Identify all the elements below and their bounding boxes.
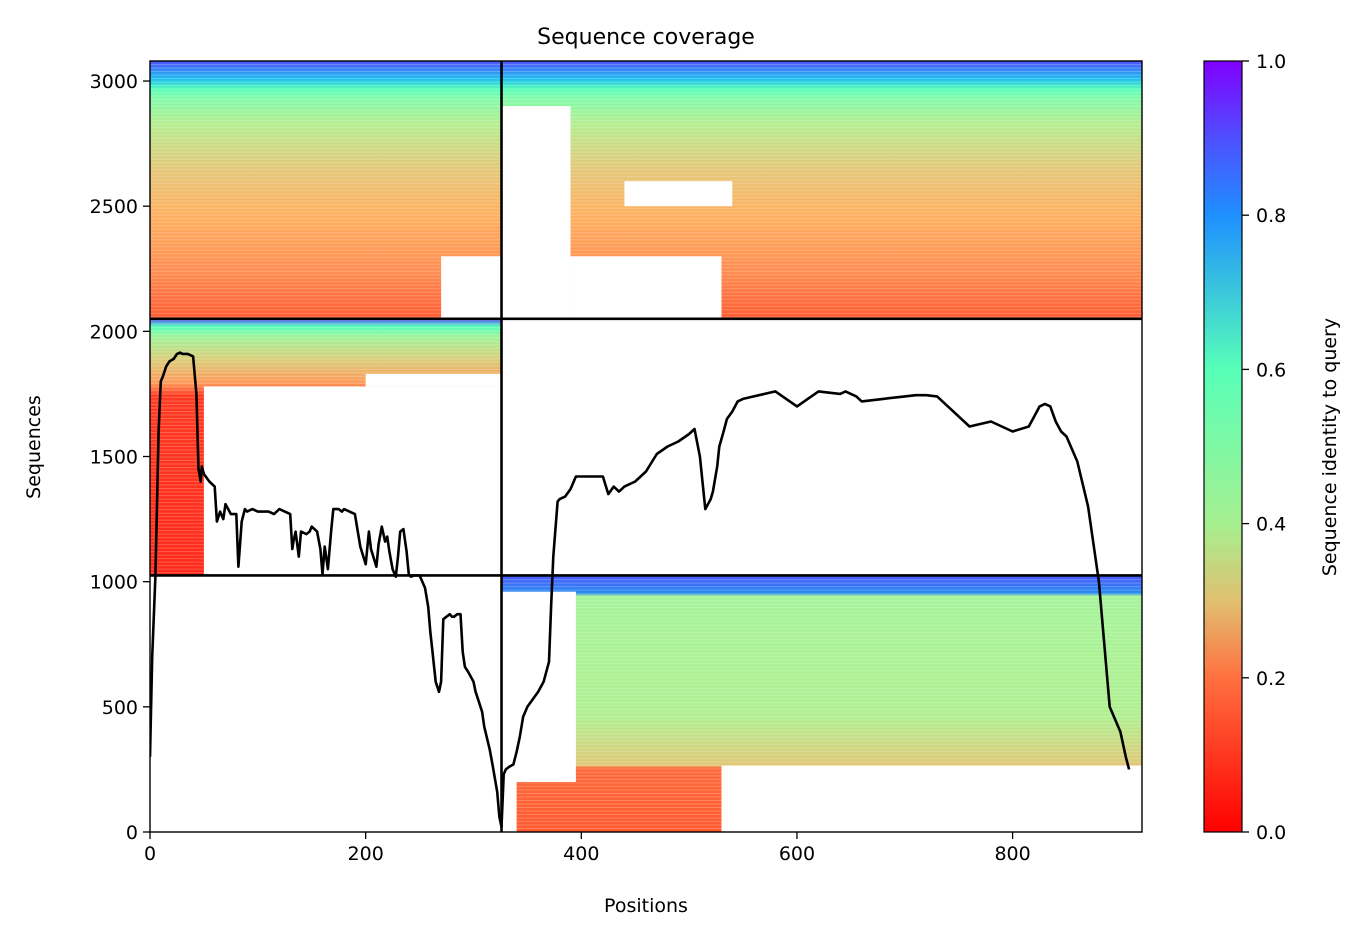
- colorbar-tick-label: 0.6: [1256, 359, 1286, 381]
- coverage-gap: [570, 256, 722, 319]
- coverage-gap: [501, 591, 576, 782]
- colorbar: [1203, 60, 1243, 833]
- x-tick-label: 200: [348, 843, 384, 865]
- plot-frame: [149, 60, 1143, 833]
- x-tick-label: 600: [779, 843, 815, 865]
- x-tick-label: 0: [144, 843, 156, 865]
- colorbar-ticks: 0.0 0.2 0.4 0.6 0.8 1.0: [1242, 51, 1286, 844]
- y-tick-label: 2000: [90, 321, 138, 343]
- y-axis-label: Sequences: [23, 395, 45, 499]
- x-tick-label: 800: [994, 843, 1030, 865]
- x-tick-label: 400: [563, 843, 599, 865]
- y-tick-label: 1500: [90, 447, 138, 469]
- coverage-line: [150, 351, 1131, 829]
- coverage-gap: [721, 765, 1142, 832]
- coverage-gap: [501, 106, 571, 319]
- coverage-gap: [441, 256, 502, 319]
- x-axis-ticks: 0 200 400 600 800: [144, 832, 1031, 865]
- y-tick-label: 3000: [90, 71, 138, 93]
- y-tick-label: 2500: [90, 196, 138, 218]
- coverage-gap: [501, 761, 517, 832]
- coverage-gap: [624, 181, 733, 207]
- block-boundaries: [150, 61, 1142, 832]
- y-tick-label: 1000: [90, 572, 138, 594]
- heatmap-blocks: [150, 61, 1142, 832]
- colorbar-tick-label: 0.4: [1256, 514, 1286, 536]
- coverage-gap: [203, 386, 502, 576]
- x-axis-label: Positions: [604, 895, 688, 917]
- chart-title: Sequence coverage: [537, 25, 755, 50]
- y-tick-label: 500: [102, 697, 138, 719]
- coverage-gap: [365, 373, 502, 387]
- y-tick-label: 0: [126, 822, 138, 844]
- y-axis-ticks: 0 500 1000 1500 2000 2500 3000: [90, 71, 150, 844]
- colorbar-tick-label: 1.0: [1256, 51, 1286, 73]
- colorbar-label: Sequence identity to query: [1319, 318, 1341, 576]
- colorbar-tick-label: 0.0: [1256, 822, 1286, 844]
- colorbar-tick-label: 0.2: [1256, 668, 1286, 690]
- colorbar-tick-label: 0.8: [1256, 205, 1286, 227]
